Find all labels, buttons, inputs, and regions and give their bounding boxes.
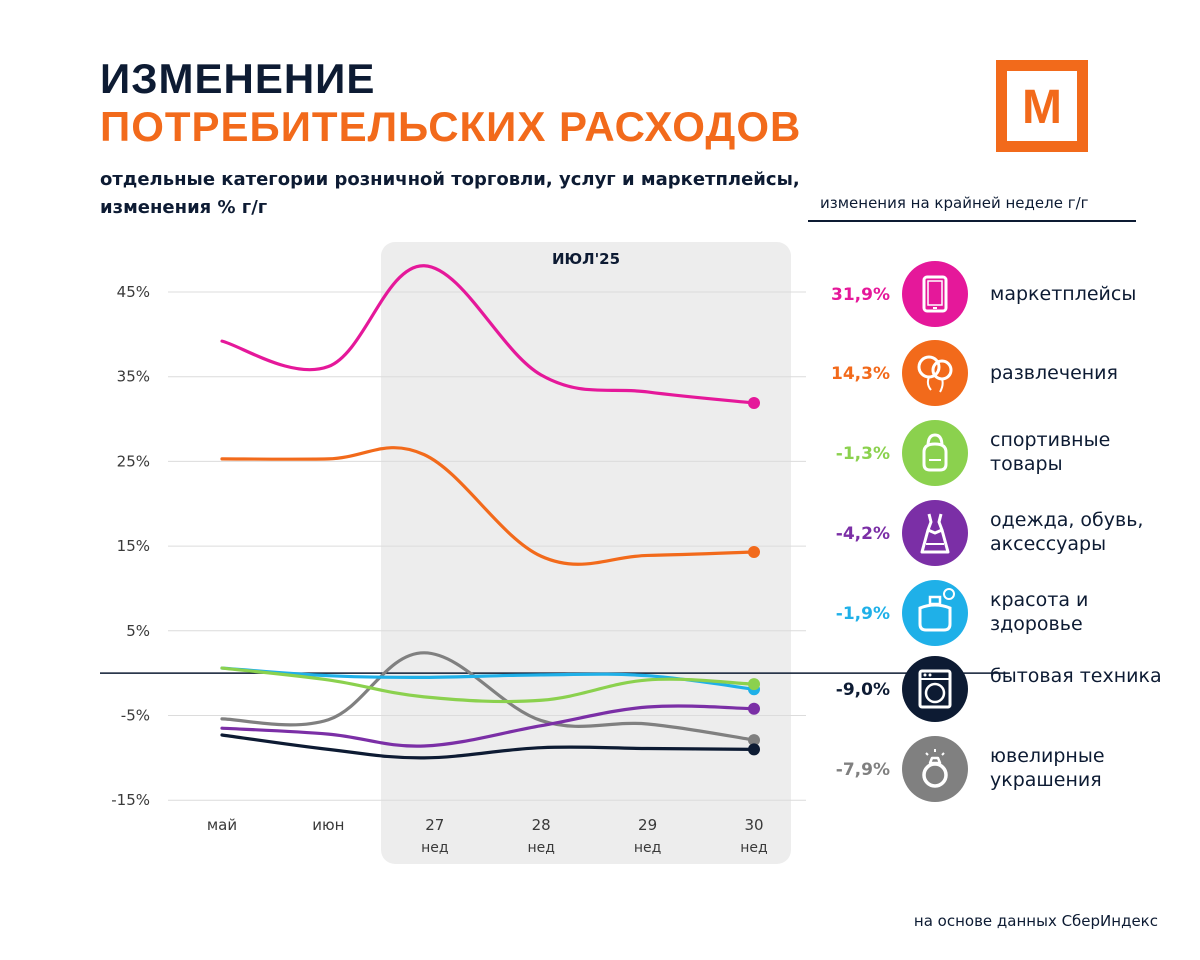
legend-heading: изменения на крайней неделе г/г bbox=[808, 194, 1136, 222]
legend-item-sports-goods: -1,3% спортивные товары bbox=[808, 420, 1168, 492]
x-tick-label: 27 bbox=[425, 816, 444, 834]
x-tick-label: май bbox=[207, 816, 237, 834]
series-line-tablet bbox=[220, 264, 756, 405]
series-line-dress bbox=[220, 704, 756, 748]
series-end-point bbox=[748, 396, 760, 409]
svg-text:М: М bbox=[1022, 81, 1062, 134]
legend-value: -1,3% bbox=[835, 444, 890, 464]
y-tick-label: -5% bbox=[121, 707, 150, 725]
logo-inner: М bbox=[1007, 71, 1077, 141]
ring-icon bbox=[902, 736, 968, 802]
perfume-icon bbox=[902, 580, 968, 646]
series-line-ring bbox=[220, 651, 756, 742]
y-tick-label: -15% bbox=[111, 791, 150, 809]
legend-label: бытовая техника bbox=[990, 665, 1162, 687]
x-tick-label: 28 bbox=[532, 816, 551, 834]
y-tick-label: 5% bbox=[126, 622, 150, 640]
series-line-kettlebell bbox=[220, 666, 756, 704]
legend-label: ювелирные украшения bbox=[990, 745, 1105, 791]
series-end-point bbox=[748, 734, 760, 747]
legend-value: 31,9% bbox=[831, 285, 890, 305]
title-line-1: ИЗМЕНЕНИЕ bbox=[100, 55, 376, 102]
legend-item-jewelry: -7,9% ювелирные украшения bbox=[808, 736, 1168, 808]
series-line-washing-machine bbox=[220, 733, 756, 760]
y-tick-label: 25% bbox=[117, 452, 150, 470]
x-tick-label: 30 bbox=[744, 816, 763, 834]
subtitle-line-2: изменения % г/г bbox=[100, 197, 268, 218]
series-end-point bbox=[748, 546, 760, 559]
legend-value: -7,9% bbox=[835, 760, 890, 780]
balloons-icon bbox=[902, 340, 968, 406]
series-line-balloons bbox=[220, 446, 756, 566]
washing-machine-icon bbox=[902, 656, 968, 722]
legend-value: -4,2% bbox=[835, 524, 890, 544]
dress-icon bbox=[902, 500, 968, 566]
x-tick-sublabel: нед bbox=[421, 840, 448, 856]
legend-label: развлечения bbox=[990, 362, 1118, 384]
y-tick-label: 45% bbox=[117, 283, 150, 301]
legend-item-clothing: -4,2% одежда, обувь, аксессуары bbox=[808, 500, 1168, 572]
x-tick-sublabel: нед bbox=[634, 840, 661, 856]
subtitle-line-1: отдельные категории розничной торговли, … bbox=[100, 169, 800, 190]
legend-value: -9,0% bbox=[835, 680, 890, 700]
subtitle: отдельные категории розничной торговли, … bbox=[100, 166, 820, 222]
title-line-2: ПОТРЕБИТЕЛЬСКИХ РАСХОДОВ bbox=[100, 103, 802, 150]
source-footnote: на основе данных СберИндекс bbox=[913, 912, 1158, 930]
legend-label: маркетплейсы bbox=[990, 283, 1137, 305]
logo-letter-icon: М bbox=[1022, 81, 1062, 134]
legend-label: красота и здоровье bbox=[990, 589, 1089, 635]
x-tick-label: 29 bbox=[638, 816, 657, 834]
legend-item-appliances: -9,0% бытовая техника bbox=[808, 656, 1168, 728]
series-end-point bbox=[748, 743, 760, 756]
x-tick-label: июн bbox=[312, 816, 344, 834]
legend-item-marketplaces: 31,9% маркетплейсы bbox=[808, 261, 1168, 333]
kettlebell-icon bbox=[902, 420, 968, 486]
x-tick-sublabel: нед bbox=[527, 840, 554, 856]
legend-value: 14,3% bbox=[831, 364, 890, 384]
series-end-point bbox=[748, 678, 760, 691]
brand-logo: М bbox=[996, 60, 1088, 152]
highlight-label: ИЮЛ'25 bbox=[552, 250, 620, 268]
x-tick-sublabel: нед bbox=[740, 840, 767, 856]
series-end-point bbox=[748, 702, 760, 715]
legend-item-beauty: -1,9% красота и здоровье bbox=[808, 580, 1168, 652]
legend-value: -1,9% bbox=[835, 604, 890, 624]
legend-item-entertainment: 14,3% развлечения bbox=[808, 340, 1168, 412]
tablet-icon bbox=[902, 261, 968, 327]
y-tick-label: 15% bbox=[117, 537, 150, 555]
series-line-perfume bbox=[220, 666, 756, 691]
legend-label: одежда, обувь, аксессуары bbox=[990, 509, 1144, 555]
y-tick-label: 35% bbox=[117, 368, 150, 386]
legend-label: спортивные товары bbox=[990, 429, 1111, 475]
